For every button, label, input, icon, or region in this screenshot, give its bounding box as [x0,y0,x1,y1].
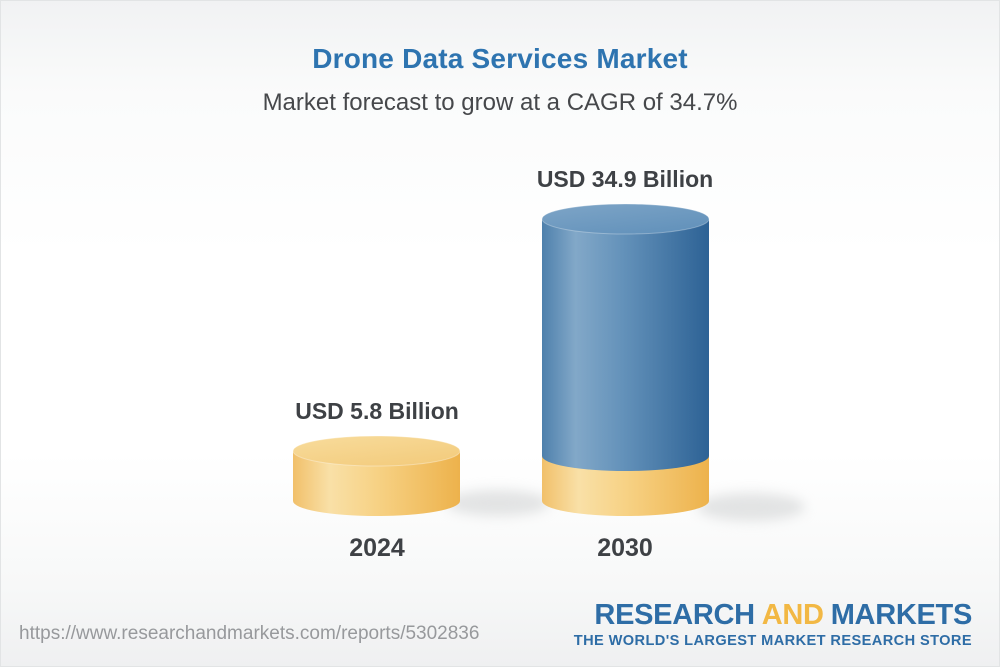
logo-word-and: AND [761,599,824,631]
bar-2024-shadow [446,490,550,516]
bar-2024-cylinder [292,435,461,517]
logo-word-research: RESEARCH [594,599,755,631]
logo-tagline: THE WORLD'S LARGEST MARKET RESEARCH STOR… [573,633,972,650]
research-and-markets-logo: RESEARCH AND MARKETS THE WORLD'S LARGEST M… [573,600,973,650]
bar-2024-value-label: USD 5.8 Billion [295,398,459,424]
bar-2030-cylinder [541,203,710,517]
logo-word-markets: MARKETS [830,599,973,631]
bar-2024-category-label: 2024 [349,534,405,562]
bar-2030-value-label: USD 34.9 Billion [536,166,714,192]
bar-2030-shadow [697,493,805,521]
page-title: Drone Data Services Market [312,43,688,74]
chart-subtitle: Market forecast to grow at a CAGR of 34.… [262,89,738,116]
report-url-link[interactable]: https://www.researchandmarkets.com/repor… [19,623,480,644]
bar-2030-category-label: 2030 [597,534,653,562]
logo-wordmark: RESEARCH AND MARKETS [574,600,972,630]
